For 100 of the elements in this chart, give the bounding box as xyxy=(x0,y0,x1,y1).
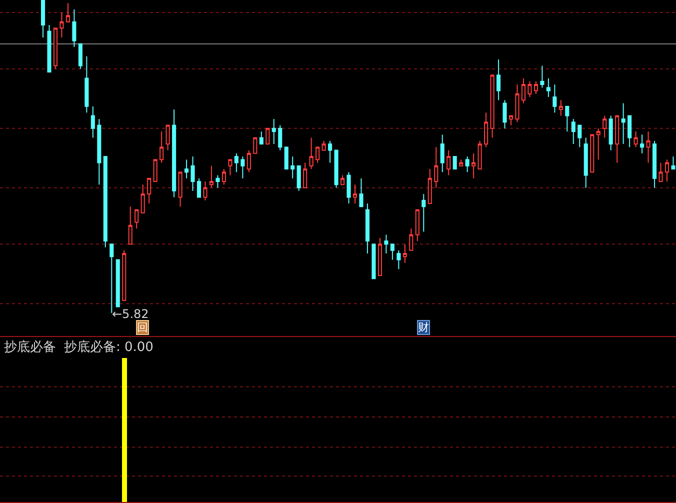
candlestick xyxy=(658,162,663,182)
candlestick xyxy=(359,178,364,208)
candlestick xyxy=(640,134,644,154)
candlestick xyxy=(228,159,232,176)
candlestick xyxy=(253,137,258,154)
candlestick xyxy=(209,165,214,188)
candlestick xyxy=(621,102,626,144)
candlestick xyxy=(203,181,208,201)
candlestick xyxy=(664,159,670,182)
candlestick xyxy=(352,184,358,204)
candlestick xyxy=(134,209,139,229)
candlestick xyxy=(78,43,82,70)
candlestick xyxy=(409,228,414,251)
candlestick xyxy=(290,156,295,179)
chart-title: 抄底必备 xyxy=(4,340,56,355)
candlestick xyxy=(671,156,676,170)
candlestick xyxy=(246,150,251,173)
candlestick xyxy=(72,8,76,48)
candlestick xyxy=(628,115,632,148)
annotation: ←5.82 xyxy=(112,307,149,321)
candlestick xyxy=(259,130,264,144)
candlestick xyxy=(478,140,482,170)
candlestick xyxy=(528,80,532,98)
candlestick xyxy=(328,140,332,164)
candlestick xyxy=(571,118,576,144)
candlestick xyxy=(452,156,457,170)
candlestick xyxy=(540,65,544,88)
candlestick xyxy=(97,118,102,186)
candlestick xyxy=(428,168,432,204)
candlestick xyxy=(608,115,613,151)
candlestick xyxy=(190,156,195,192)
candlestick xyxy=(415,209,420,242)
candlestick xyxy=(521,78,526,104)
candlestick xyxy=(103,156,108,248)
candlestick xyxy=(552,84,557,114)
candlestick xyxy=(596,128,600,160)
candlestick xyxy=(47,24,52,72)
candlestick xyxy=(160,130,164,164)
candlestick xyxy=(472,152,476,179)
candlestick xyxy=(110,244,114,314)
candlestick xyxy=(390,244,394,260)
candlestick xyxy=(396,250,401,270)
candlestick xyxy=(147,178,152,204)
candlestick xyxy=(508,115,514,126)
candlestick xyxy=(266,128,270,144)
candlestick xyxy=(459,159,464,166)
candlestick xyxy=(440,134,444,173)
candlestick xyxy=(303,162,308,188)
candlestick xyxy=(316,146,320,164)
text: 财 xyxy=(418,321,429,334)
candlestick xyxy=(590,134,594,173)
candlestick xyxy=(546,78,550,98)
candlestick xyxy=(652,140,657,188)
candlestick xyxy=(634,130,638,148)
candlestick xyxy=(272,118,276,144)
candlestick xyxy=(584,137,588,188)
candlestick xyxy=(565,106,570,132)
candlestick xyxy=(346,172,351,204)
candlestick xyxy=(234,152,238,173)
candlestick xyxy=(90,106,95,138)
candlestick xyxy=(322,140,326,151)
candlestick xyxy=(196,178,202,198)
candlestick xyxy=(53,28,58,70)
text: 抄底必备: 0.00 xyxy=(64,340,154,355)
text: 回 xyxy=(137,321,148,334)
candlestick xyxy=(496,58,501,101)
candlestick xyxy=(502,100,507,129)
candlestick xyxy=(128,206,132,245)
candlestick xyxy=(278,124,282,151)
candlestick xyxy=(60,12,64,38)
candlestick xyxy=(465,156,470,173)
candlestick xyxy=(534,80,538,94)
candlestick xyxy=(172,109,176,198)
candlestick xyxy=(434,146,438,188)
candlestick xyxy=(615,115,620,164)
candlestick xyxy=(240,156,245,179)
candlestick xyxy=(490,74,494,138)
candlestick xyxy=(296,165,301,192)
candlestick xyxy=(166,124,170,151)
candlestick xyxy=(515,84,520,123)
candlestick xyxy=(309,137,314,170)
candlestick xyxy=(365,202,370,254)
candlestick xyxy=(184,159,189,179)
candlestick xyxy=(384,234,388,254)
candlestick xyxy=(558,100,563,116)
candlestick xyxy=(122,250,126,301)
candlestick xyxy=(372,244,376,280)
candlestick xyxy=(116,259,120,308)
candlestick xyxy=(40,0,46,38)
candlestick xyxy=(422,194,426,232)
candlestick xyxy=(66,2,70,22)
candlestick xyxy=(602,115,607,138)
candlestick xyxy=(284,146,288,170)
candlestick xyxy=(646,130,650,164)
candlestick xyxy=(378,237,382,276)
candlestick xyxy=(153,159,158,182)
candlestick xyxy=(402,244,407,264)
candlestick xyxy=(178,172,182,208)
candlestick xyxy=(84,56,89,114)
candlestick xyxy=(216,174,220,188)
